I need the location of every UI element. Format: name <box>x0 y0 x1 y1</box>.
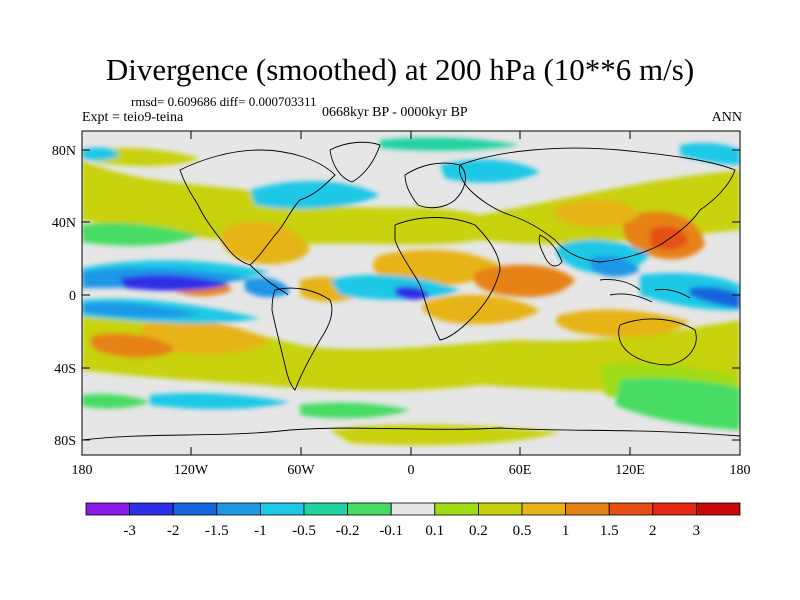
lat-tick-marks <box>82 149 740 441</box>
colorbar-swatch <box>477 502 523 516</box>
colorbar-labels: -3 -2 -1.5 -1 -0.5 -0.2 -0.1 0.1 0.2 0.5 1 1.5 2 3 <box>123 523 700 539</box>
colorbar-label: 0.1 <box>425 523 444 539</box>
negative-region <box>615 377 740 430</box>
colorbar-label: -1.5 <box>205 523 229 539</box>
season-label: ANN <box>711 110 742 125</box>
colorbar-label: 3 <box>693 523 701 539</box>
colorbar-label: 0.2 <box>469 523 488 539</box>
colorbar-swatch <box>565 502 610 516</box>
colorbar-label: -1 <box>254 523 267 539</box>
colorbar-swatch <box>390 502 436 516</box>
europe-coast <box>404 162 466 209</box>
positive-region <box>330 424 560 446</box>
australia-coast <box>618 318 697 366</box>
negative-region <box>245 277 290 298</box>
negative-region <box>82 393 150 409</box>
negative-region <box>120 275 230 291</box>
period-label: 0668kyr BP - 0000kyr BP <box>322 105 468 120</box>
colorbar-label: -3 <box>123 523 136 539</box>
negative-region <box>82 302 200 318</box>
negative-region <box>250 180 380 209</box>
colorbar-swatch <box>259 502 305 516</box>
lat-label: 80N <box>52 144 76 159</box>
central-america-coast <box>249 264 289 296</box>
lat-label: 40N <box>52 216 76 231</box>
colorbar-swatch <box>347 502 392 516</box>
negative-region <box>82 147 120 161</box>
plot-title: Divergence (smoothed) at 200 hPa (10**6 … <box>105 52 695 87</box>
colorbar-label: -2 <box>167 523 180 539</box>
maritime-continent-coast <box>599 279 691 303</box>
lon-tick-marks <box>81 131 741 455</box>
colorbar-swatch <box>129 502 174 516</box>
map-field <box>82 131 740 455</box>
colorbar-swatch <box>608 502 654 516</box>
antarctica-coast <box>82 427 740 441</box>
colorbar-swatch <box>434 502 479 516</box>
lon-label: 180 <box>72 463 93 478</box>
positive-region <box>422 294 540 325</box>
north-america-coast <box>179 149 336 266</box>
stats-text: rmsd= 0.609686 diff= 0.000703311 <box>131 94 317 109</box>
positive-region <box>221 221 310 265</box>
lon-label: 180 <box>730 463 751 478</box>
colorbar-label: -0.1 <box>379 523 403 539</box>
lon-labels: 180 120W 60W 0 60E 120E 180 <box>72 463 751 478</box>
negative-region <box>590 255 640 277</box>
negative-region <box>82 223 200 246</box>
lat-labels: 80N 40N 0 40S 80S <box>52 144 76 449</box>
africa-coast <box>394 217 501 341</box>
colorbar-swatch <box>216 502 261 516</box>
positive-region <box>555 309 690 338</box>
negative-region <box>300 402 410 419</box>
lat-label: 0 <box>69 289 76 304</box>
coastlines <box>82 141 740 441</box>
negative-region <box>690 287 740 308</box>
south-america-coast <box>271 287 333 391</box>
lon-label: 120W <box>174 463 209 478</box>
positive-region <box>554 199 640 228</box>
positive-region <box>90 333 175 358</box>
positive-region <box>82 300 740 393</box>
lat-label: 80S <box>54 434 76 449</box>
colorbar-swatch <box>172 502 218 516</box>
asia-coast <box>459 147 736 263</box>
lon-label: 0 <box>408 463 415 478</box>
experiment-label: Expt = teio9-teina <box>82 110 184 125</box>
colorbar-label: 2 <box>649 523 657 539</box>
colorbar-swatch <box>303 502 348 516</box>
lat-label: 40S <box>54 362 76 377</box>
colorbar-label: 1 <box>562 523 570 539</box>
lon-label: 60E <box>509 463 532 478</box>
colorbar-swatch <box>85 502 130 516</box>
colorbar-swatch <box>652 502 697 516</box>
greenland-coast <box>329 141 381 183</box>
negative-region <box>150 392 290 410</box>
colorbar <box>85 502 741 516</box>
colorbar-swatch <box>696 502 741 516</box>
colorbar-label: 1.5 <box>600 523 619 539</box>
positive-region <box>141 318 270 355</box>
india-coast <box>538 234 563 267</box>
colorbar-label: -0.2 <box>336 523 360 539</box>
lon-label: 60W <box>287 463 315 478</box>
field-patches <box>82 137 740 446</box>
colorbar-label: 0.5 <box>513 523 532 539</box>
colorbar-label: -0.5 <box>292 523 316 539</box>
negative-region <box>680 142 740 165</box>
lon-label: 120E <box>615 463 645 478</box>
negative-region <box>380 137 520 151</box>
colorbar-swatch <box>521 502 566 516</box>
